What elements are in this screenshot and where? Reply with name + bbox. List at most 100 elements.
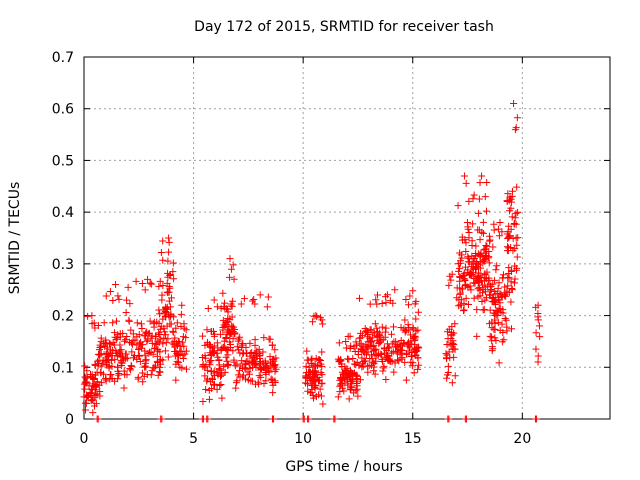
data-point <box>250 356 258 364</box>
data-point <box>468 252 476 260</box>
data-point <box>335 357 343 365</box>
data-point <box>488 347 496 355</box>
data-point <box>96 351 104 359</box>
data-point <box>358 354 366 362</box>
data-point <box>163 288 171 296</box>
data-point <box>408 353 415 361</box>
data-point <box>514 234 522 242</box>
data-point <box>302 374 310 382</box>
data-point <box>473 259 481 267</box>
data-point <box>158 296 166 304</box>
data-point <box>305 363 313 371</box>
data-point <box>456 259 464 267</box>
data-point <box>268 341 276 349</box>
data-point <box>335 339 343 347</box>
data-point <box>470 191 478 199</box>
data-point <box>334 393 342 401</box>
data-point <box>364 330 372 338</box>
data-point <box>244 376 252 384</box>
data-point <box>340 387 348 395</box>
data-point <box>165 238 173 246</box>
data-point <box>349 370 357 378</box>
x-tick-label: 10 <box>294 431 312 447</box>
data-point <box>500 336 508 344</box>
data-point <box>457 301 465 309</box>
data-point <box>462 239 470 247</box>
data-point <box>514 208 522 216</box>
data-point <box>150 364 158 372</box>
data-point <box>155 282 163 290</box>
data-point <box>345 371 353 379</box>
data-point <box>235 335 243 343</box>
data-point <box>115 370 123 378</box>
data-point <box>96 343 104 351</box>
data-point <box>162 339 170 347</box>
data-point <box>388 330 396 338</box>
data-point <box>213 303 221 311</box>
data-point <box>483 178 491 186</box>
data-point <box>164 257 172 265</box>
data-point <box>492 307 500 315</box>
data-point <box>451 372 459 380</box>
data-point <box>356 294 364 302</box>
data-point <box>161 328 169 336</box>
data-point <box>155 329 163 337</box>
data-point <box>218 394 226 402</box>
data-point <box>318 348 326 356</box>
y-tick-label: 0.7 <box>52 50 74 66</box>
data-point <box>158 415 166 423</box>
data-point <box>534 352 542 360</box>
data-point <box>210 380 218 388</box>
data-point <box>100 319 108 327</box>
data-point <box>347 380 355 388</box>
data-point <box>444 362 452 370</box>
data-point <box>359 358 367 366</box>
data-point <box>229 261 237 269</box>
data-points <box>80 100 544 423</box>
data-point <box>534 301 542 309</box>
data-point <box>156 310 164 318</box>
data-point <box>201 352 209 360</box>
data-point <box>495 232 503 240</box>
data-point <box>181 350 189 358</box>
data-point <box>339 368 347 376</box>
data-point <box>125 317 133 325</box>
data-point <box>126 300 134 308</box>
data-point <box>113 317 121 325</box>
data-point <box>397 324 405 332</box>
data-point <box>508 213 516 221</box>
data-point <box>164 289 172 297</box>
data-point <box>339 370 347 378</box>
data-point <box>237 300 245 308</box>
data-point <box>382 293 390 301</box>
data-point <box>505 270 513 278</box>
data-point <box>472 275 480 283</box>
data-point <box>147 334 155 342</box>
data-point <box>206 340 214 348</box>
data-point <box>480 306 488 314</box>
data-point <box>123 296 131 304</box>
x-tick-label: 0 <box>80 431 89 447</box>
data-point <box>352 371 360 379</box>
data-point <box>331 415 339 423</box>
data-point <box>534 358 542 366</box>
data-point <box>483 207 491 215</box>
data-point <box>336 356 344 364</box>
data-point <box>513 114 521 122</box>
data-point <box>141 351 149 359</box>
data-point <box>88 312 96 320</box>
data-point <box>205 358 213 366</box>
data-point <box>371 320 379 328</box>
data-point <box>159 340 167 348</box>
data-point <box>337 381 345 389</box>
data-point <box>302 362 310 370</box>
data-point <box>494 311 502 319</box>
data-point <box>165 283 173 291</box>
data-point <box>133 355 141 363</box>
data-point <box>506 193 514 201</box>
data-point <box>513 183 521 191</box>
data-point <box>359 347 367 355</box>
data-point <box>316 385 324 393</box>
data-point <box>129 354 137 362</box>
